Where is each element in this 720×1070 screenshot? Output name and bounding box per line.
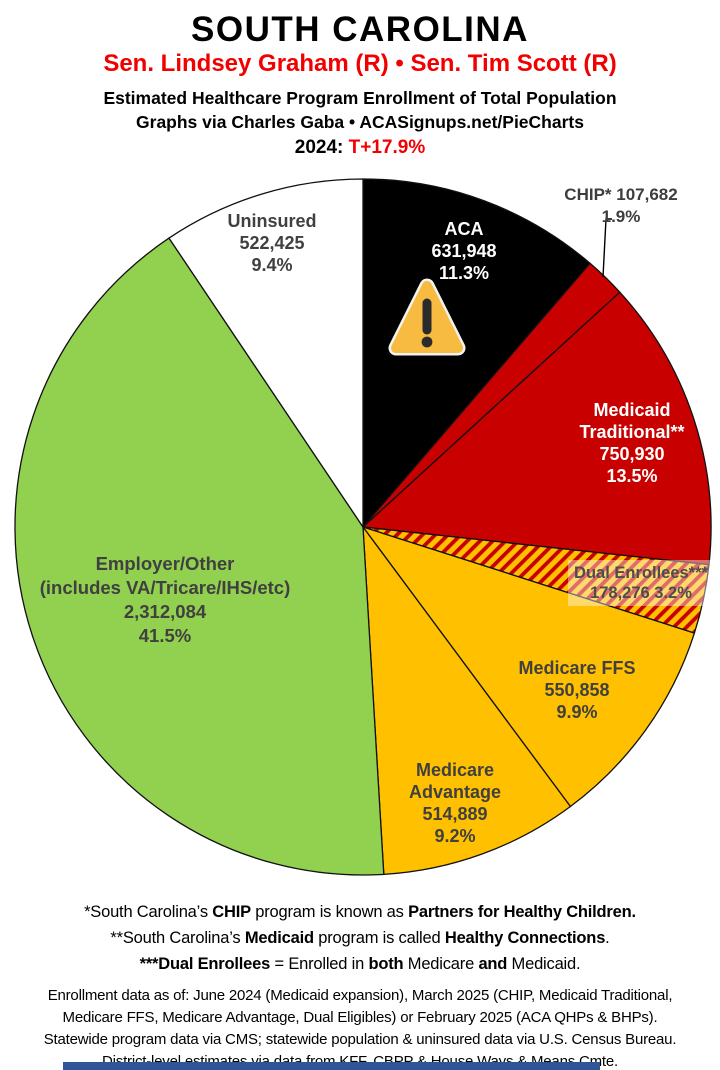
page-title: SOUTH CAROLINA — [191, 10, 529, 49]
year-label: 2024: — [294, 137, 344, 158]
pie-slice-employer-other[interactable] — [14, 237, 385, 876]
year-trend-value: T+17.9% — [348, 137, 426, 158]
year-line: 2024: T+17.9% — [0, 137, 720, 159]
subtitle-line-1: Estimated Healthcare Program Enrollment … — [103, 88, 617, 108]
pie-slice-medicare-advantage[interactable] — [362, 526, 572, 876]
source-note-line-2: Medicare FFS, Medicare Advantage, Dual E… — [62, 1009, 658, 1026]
source-note-line-1: Enrollment data as of: June 2024 (Medica… — [47, 987, 673, 1004]
subtitle-line-2: Graphs via Charles Gaba • ACASignups.net… — [136, 112, 584, 132]
pie-slice-uninsured[interactable] — [168, 178, 364, 528]
footnote-medicaid: **South Carolina’s Medicaid program is c… — [110, 929, 610, 947]
pie-slice-medicaid-traditional[interactable] — [362, 291, 712, 566]
chip-leader-line — [602, 218, 612, 278]
warning-icon — [388, 278, 466, 356]
footnote-dual-enrollees: ***Dual Enrollees = Enrolled in both Med… — [139, 955, 581, 973]
senators-line: Sen. Lindsey Graham (R) • Sen. Tim Scott… — [103, 50, 617, 77]
pie-slice-aca[interactable] — [362, 178, 591, 528]
footnote-chip: *South Carolina’s CHIP program is known … — [84, 903, 636, 921]
bottom-blue-bar — [63, 1062, 600, 1070]
pie-slice-medicare-ffs[interactable] — [362, 526, 696, 808]
source-note-line-3: Statewide program data via CMS; statewid… — [43, 1031, 677, 1048]
